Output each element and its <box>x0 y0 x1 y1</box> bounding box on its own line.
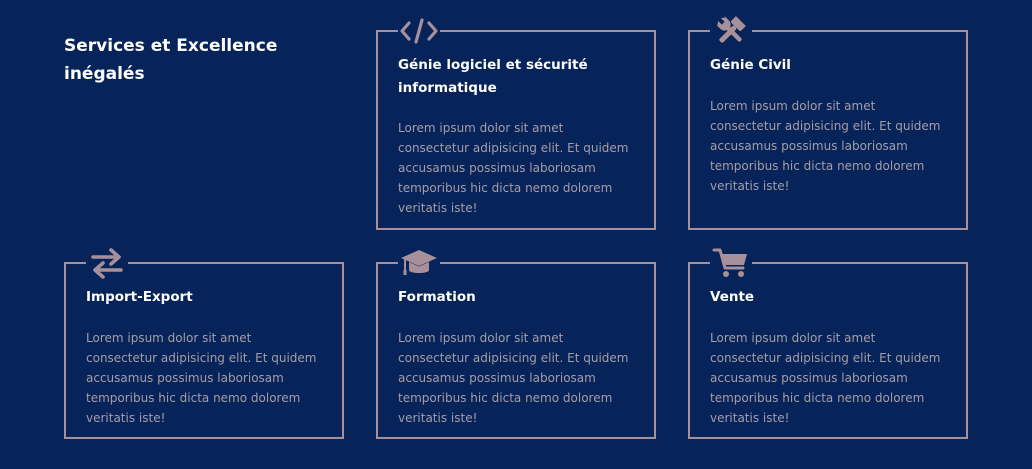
service-card-sales[interactable]: Vente Lorem ipsum dolor sit amet consect… <box>688 247 968 439</box>
card-title: Génie Civil <box>710 57 791 73</box>
card-description: Lorem ipsum dolor sit amet consectetur a… <box>398 121 629 215</box>
card-title: Formation <box>398 289 476 305</box>
card-description: Lorem ipsum dolor sit amet consectetur a… <box>86 331 317 425</box>
shopping-cart-icon <box>710 247 752 279</box>
tools-icon <box>710 15 752 47</box>
card-description: Lorem ipsum dolor sit amet consectetur a… <box>398 331 629 425</box>
section-title: Services et Excellence inégalés <box>64 36 278 84</box>
service-card-import-export[interactable]: Import-Export Lorem ipsum dolor sit amet… <box>64 247 344 439</box>
service-card-civil-engineering[interactable]: Génie Civil Lorem ipsum dolor sit amet c… <box>688 15 968 230</box>
graduation-cap-icon <box>398 247 440 279</box>
card-title: Import-Export <box>86 289 193 305</box>
code-icon <box>398 15 440 47</box>
exchange-arrows-icon <box>86 247 128 279</box>
card-description: Lorem ipsum dolor sit amet consectetur a… <box>710 331 941 425</box>
card-title: Vente <box>710 289 755 305</box>
service-card-software-engineering[interactable]: Génie logiciel et sécurité informatique … <box>376 15 656 230</box>
service-card-training[interactable]: Formation Lorem ipsum dolor sit amet con… <box>376 247 656 439</box>
card-title: Génie logiciel et sécurité informatique <box>398 57 588 96</box>
card-description: Lorem ipsum dolor sit amet consectetur a… <box>710 99 941 193</box>
